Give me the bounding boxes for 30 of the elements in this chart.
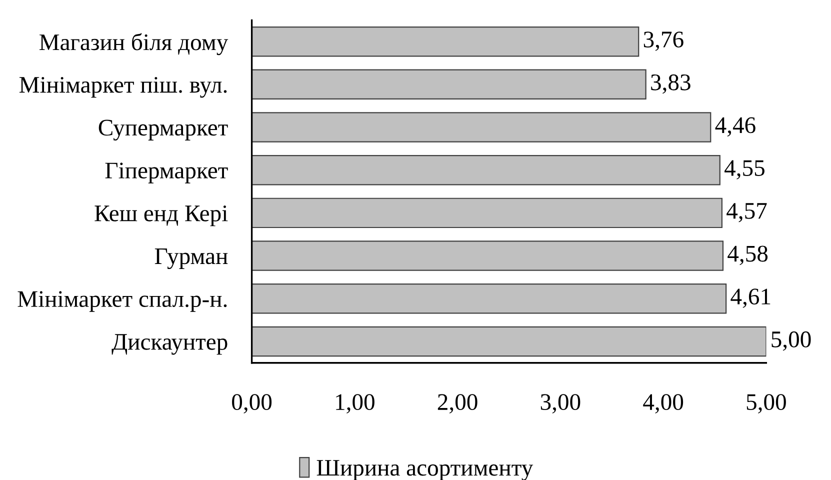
bar <box>252 326 766 357</box>
data-label: 4,55 <box>724 160 764 180</box>
data-label: 3,76 <box>644 32 684 51</box>
y-tick-label: Дискаунтер <box>112 334 228 355</box>
x-tick-label: 4,00 <box>643 394 684 414</box>
bar <box>252 240 724 271</box>
y-tick-label: Магазин біля дому <box>39 33 228 56</box>
data-label: 4,57 <box>726 203 767 222</box>
bar <box>252 284 727 314</box>
x-tick-label: 0,00 <box>232 394 272 414</box>
y-tick-label: Мінімаркет спал.р-н. <box>18 291 227 312</box>
y-tick-label: Гурман <box>154 248 228 270</box>
data-label: 3,83 <box>651 74 690 94</box>
x-tick-label: 1,00 <box>336 394 374 414</box>
bar <box>252 154 720 186</box>
y-tick-label: Кеш енд Кері <box>94 205 228 226</box>
data-label: 5,00 <box>772 331 811 351</box>
data-label: 4,58 <box>728 246 768 266</box>
y-tick-label: Супермаркет <box>98 120 228 141</box>
bar <box>252 198 722 228</box>
bar <box>252 26 640 57</box>
x-tick-label: 3,00 <box>540 394 580 414</box>
bar <box>252 69 646 100</box>
y-tick-label: Мінімаркет піш. вул. <box>19 76 227 98</box>
data-label: 4,61 <box>730 288 770 308</box>
bar <box>252 112 712 142</box>
x-tick-label: 2,00 <box>438 394 478 414</box>
data-label: 4,46 <box>715 117 756 137</box>
y-tick-label: Гіпермаркет <box>105 162 228 184</box>
x-tick-label: 5,00 <box>746 394 786 414</box>
